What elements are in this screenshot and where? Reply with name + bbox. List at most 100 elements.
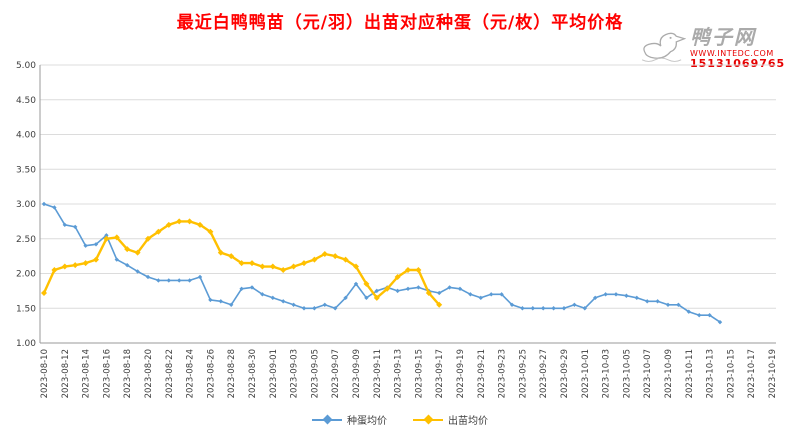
x-tick-label: 2023-08-26	[206, 349, 216, 398]
series-marker	[437, 290, 442, 296]
x-tick-label: 2023-09-25	[518, 349, 528, 398]
series-marker	[634, 295, 639, 301]
series-marker	[489, 292, 494, 297]
series-marker	[249, 260, 255, 267]
x-tick-label: 2023-09-03	[290, 349, 300, 398]
series-marker	[582, 306, 587, 311]
x-tick-label: 2023-08-28	[227, 349, 237, 398]
x-tick-label: 2023-10-15	[726, 349, 736, 398]
series-marker	[447, 285, 452, 290]
series-marker	[72, 262, 79, 269]
series-marker	[312, 306, 317, 311]
series-marker	[374, 288, 379, 294]
series-marker	[384, 285, 391, 292]
series-marker	[208, 297, 213, 303]
x-tick-label: 2023-10-19	[768, 349, 778, 398]
y-tick-label: 3.50	[16, 165, 36, 175]
series-marker	[415, 267, 422, 274]
series-marker	[520, 306, 525, 311]
series-marker	[561, 306, 567, 311]
x-tick-label: 2023-08-18	[123, 349, 133, 398]
x-tick-label: 2023-08-10	[40, 349, 50, 398]
series-marker	[697, 313, 702, 318]
series-marker	[363, 280, 370, 287]
series-marker	[624, 293, 629, 298]
site-phone: 15131069765	[690, 57, 786, 71]
x-tick-label: 2023-09-07	[331, 349, 341, 398]
series-marker	[155, 228, 162, 235]
series-marker	[114, 257, 119, 262]
price-line-chart: 5.00 4.50 4.00 3.50 3.00 2.50 2.00 1.50 1.00 2023…	[16, 61, 778, 398]
series-marker	[405, 286, 411, 291]
x-tick-label: 2023-09-05	[310, 349, 320, 398]
x-tick-label: 2023-08-12	[61, 349, 71, 398]
legend-label: 种蛋均价	[347, 416, 387, 427]
series-marker	[83, 243, 88, 248]
x-tick-label: 2023-09-29	[560, 349, 570, 398]
x-tick-label: 2023-09-17	[435, 349, 445, 398]
x-tick-label: 2023-09-11	[373, 349, 383, 398]
series-marker	[176, 218, 183, 225]
series-marker	[333, 306, 338, 311]
series-marker	[41, 289, 47, 296]
legend-item-breeding-egg: 种蛋均价	[312, 412, 387, 427]
x-tick-label: 2023-08-24	[186, 349, 196, 398]
series-marker	[186, 218, 193, 225]
series-marker	[655, 299, 660, 304]
series-marker	[301, 306, 307, 311]
series-marker	[332, 253, 339, 260]
series-marker	[145, 274, 151, 280]
series-marker	[301, 260, 307, 267]
series-marker	[218, 299, 223, 304]
series-marker	[280, 267, 287, 274]
x-tick-label: 2023-10-01	[581, 349, 591, 398]
series-marker	[166, 278, 171, 283]
series-marker	[228, 253, 235, 260]
series-marker	[93, 256, 99, 263]
series-marker	[238, 260, 245, 267]
series-marker	[62, 222, 67, 228]
x-tick-label: 2023-10-11	[685, 349, 695, 398]
x-tick-label: 2023-09-23	[498, 349, 508, 398]
series-marker	[135, 269, 140, 274]
series-marker	[103, 235, 110, 242]
series-marker	[290, 263, 297, 270]
legend-line-diamond-marker	[312, 414, 342, 425]
chart-legend: 种蛋均价 出苗均价	[0, 412, 800, 427]
x-tick-label: 2023-10-09	[664, 349, 674, 398]
series-marker	[572, 302, 577, 307]
series-marker	[51, 267, 58, 274]
series-marker	[342, 256, 349, 263]
x-tick-label: 2023-10-17	[747, 349, 757, 398]
series-marker	[145, 235, 151, 242]
series-marker	[260, 292, 265, 297]
x-tick-label: 2023-10-03	[602, 349, 612, 398]
x-tick-label: 2023-09-09	[352, 349, 362, 398]
series-marker	[613, 292, 619, 297]
chart-title: 最近白鸭鸭苗（元/羽）出苗对应种蛋（元/枚）平均价格	[176, 13, 624, 33]
series-marker	[551, 306, 556, 311]
series-marker	[425, 289, 432, 296]
series-marker	[373, 294, 380, 301]
x-tick-label: 2023-10-07	[643, 349, 653, 398]
duck-logo-icon	[641, 32, 686, 62]
series-marker	[104, 233, 109, 238]
series-marker	[541, 306, 546, 311]
x-tick-label: 2023-08-30	[248, 349, 258, 398]
x-tick-label: 2023-09-13	[394, 349, 404, 398]
x-tick-label: 2023-10-05	[622, 349, 632, 398]
site-watermark: 鸭子网 WWW.INTEDC.COM 15131069765	[634, 26, 794, 71]
series-line	[43, 203, 721, 323]
series-marker	[457, 286, 463, 291]
series-marker	[321, 251, 328, 258]
x-tick-label: 2023-09-19	[456, 349, 466, 398]
series-marker	[311, 256, 318, 263]
series-marker	[468, 292, 473, 297]
y-tick-label: 4.50	[16, 96, 36, 106]
series-marker	[603, 292, 608, 297]
legend-item-hatchling: 出苗均价	[413, 412, 488, 427]
y-tick-label: 5.00	[16, 61, 36, 71]
series-marker	[686, 309, 691, 314]
series-marker	[405, 267, 411, 274]
